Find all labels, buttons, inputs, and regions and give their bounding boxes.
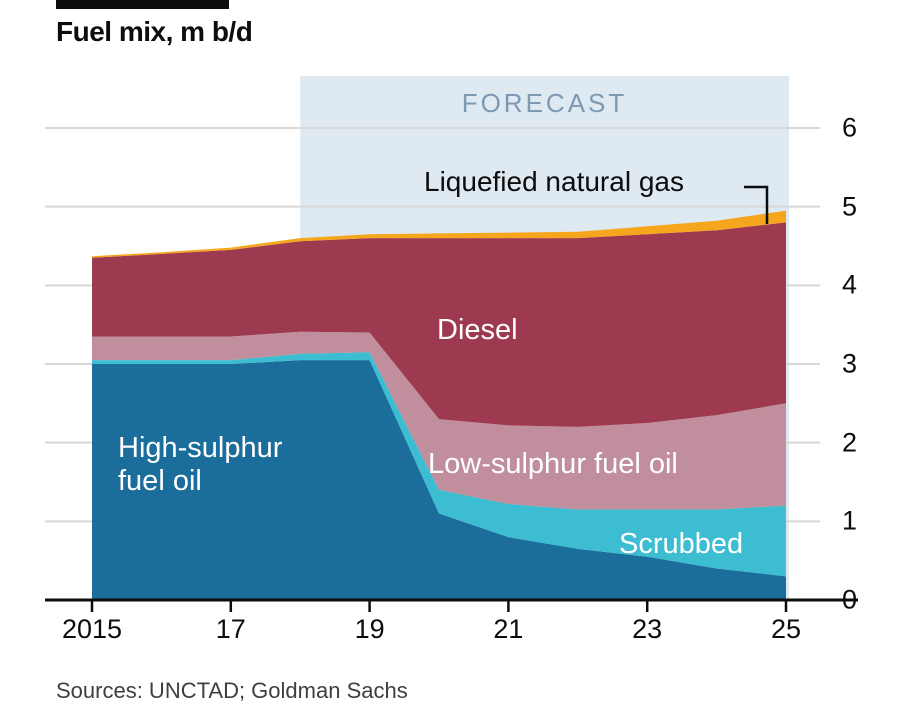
- x-axis-label-2015: 2015: [61, 614, 123, 644]
- series-label-high-sulphur-line1: High-sulphur: [118, 432, 283, 464]
- series-label-low-sulphur-fuel-oil: Low-sulphur fuel oil: [428, 448, 678, 480]
- y-axis-label-0: 0: [842, 584, 858, 615]
- series-label-high-sulphur-line2: fuel oil: [118, 465, 202, 498]
- y-axis-label-6: 6: [842, 112, 858, 143]
- x-axis-label-17: 17: [215, 614, 246, 644]
- x-axis-label-19: 19: [354, 614, 385, 644]
- y-axis-label-4: 4: [842, 269, 858, 300]
- series-label-scrubbed: Scrubbed: [619, 528, 744, 560]
- y-axis-label-5: 5: [842, 191, 858, 222]
- y-axis-label-3: 3: [842, 348, 858, 379]
- series-label-diesel: Diesel: [437, 314, 518, 346]
- x-axis-label-23: 23: [632, 614, 663, 644]
- series-label-liquefied-natural-gas: Liquefied natural gas: [424, 166, 684, 197]
- y-axis-label-2: 2: [842, 427, 858, 458]
- sources-note: Sources: UNCTAD; Goldman Sachs: [56, 678, 408, 703]
- y-axis-label-1: 1: [842, 505, 858, 536]
- x-axis-label-21: 21: [493, 614, 524, 644]
- chart-title: Fuel mix, m b/d: [56, 16, 253, 47]
- forecast-label: FORECAST: [461, 88, 628, 118]
- top-rule: [56, 0, 229, 9]
- series-label-high-sulphur-fuel-oil: High-sulphur fuel oil: [118, 432, 282, 499]
- x-axis-label-25: 25: [770, 614, 802, 644]
